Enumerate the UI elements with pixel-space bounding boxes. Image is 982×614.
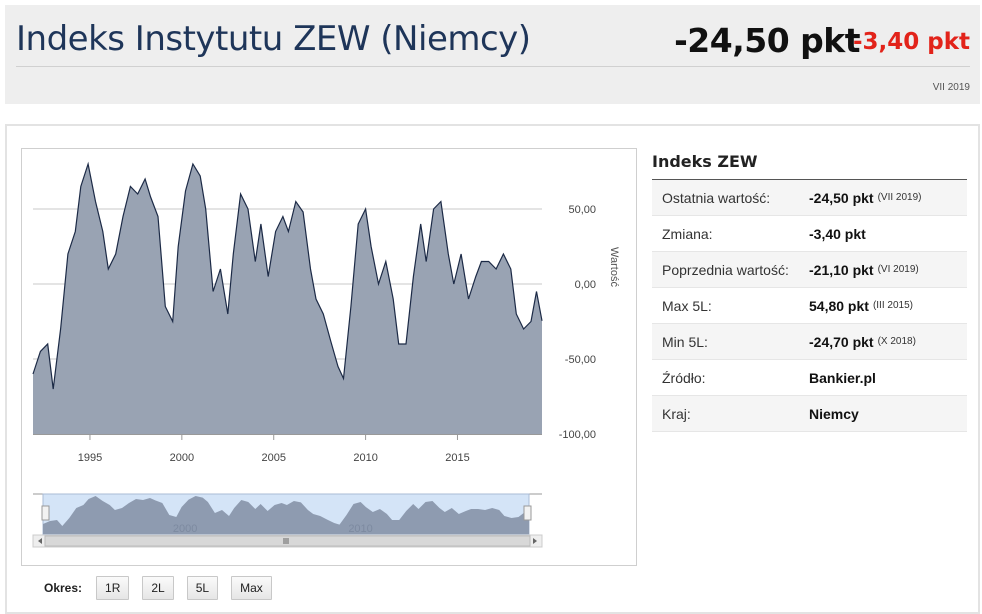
x-tick-label: 2000 (170, 452, 194, 464)
period-button-2l[interactable]: 2L (142, 576, 174, 600)
x-tick-label: 2005 (261, 452, 285, 464)
y-axis-title: Wartość (608, 247, 620, 287)
stats-label: Zmiana: (662, 225, 713, 242)
stats-row: Poprzednia wartość: -21,10 pkt (VI 2019) (652, 252, 967, 288)
stats-rows: Ostatnia wartość: -24,50 pkt (VII 2019) Zm… (652, 180, 967, 432)
content-panel: 50,00 0,00 -50,00 -100,00 Wartość 1995 2000 200… (5, 124, 980, 614)
stats-value: Bankier.pl (809, 369, 876, 386)
header-bar: Indeks Instytutu ZEW (Niemcy) -24,50 pkt… (5, 5, 980, 104)
navigator-label: 2010 (348, 523, 372, 535)
stats-row: Zmiana: -3,40 pkt (652, 216, 967, 252)
scroll-right-arrow-icon (533, 538, 537, 544)
stats-row: Kraj: Niemcy (652, 396, 967, 432)
stats-label: Poprzednia wartość: (662, 261, 789, 278)
stats-value: 54,80 pkt (809, 297, 869, 314)
stats-label: Ostatnia wartość: (662, 189, 771, 206)
x-tick-label: 2010 (353, 452, 377, 464)
y-tick-label: -50,00 (565, 354, 596, 366)
stats-label: Kraj: (662, 405, 691, 422)
period-button-5l[interactable]: 5L (186, 576, 219, 600)
scroll-left-arrow-icon (38, 538, 42, 544)
x-tick-label: 1995 (78, 452, 102, 464)
stats-row: Ostatnia wartość: -24,50 pkt (VII 2019) (652, 180, 967, 216)
chart-svg[interactable]: 50,00 0,00 -50,00 -100,00 Wartość 1995 2000 200… (22, 149, 638, 567)
stats-value: -21,10 pkt (809, 261, 874, 278)
chart-container[interactable]: 50,00 0,00 -50,00 -100,00 Wartość 1995 2000 200… (21, 148, 637, 566)
stats-value: -3,40 pkt (809, 225, 866, 242)
period-button-1r[interactable]: 1R (96, 576, 130, 600)
series-area (33, 164, 542, 434)
series-line (32, 161, 543, 390)
divider (16, 66, 970, 67)
scrollbar-grip-icon (283, 538, 289, 544)
stats-date: (X 2018) (877, 336, 916, 347)
stats-date: (III 2015) (872, 300, 913, 311)
navigator-series (43, 496, 529, 534)
stats-date: (VII 2019) (877, 192, 922, 203)
stats-title: Indeks ZEW (652, 150, 967, 180)
stats-date: (VI 2019) (877, 264, 919, 275)
stats-label: Min 5L: (662, 333, 708, 350)
period-selector: Okres: 1R 2L 5L Max (29, 576, 285, 600)
y-tick-label: 50,00 (568, 204, 596, 216)
stats-value: Niemcy (809, 405, 859, 422)
stats-row: Max 5L: 54,80 pkt (III 2015) (652, 288, 967, 324)
stats-value: -24,50 pkt (809, 189, 874, 206)
y-tick-label: -100,00 (559, 429, 596, 441)
stats-label: Źródło: (662, 369, 706, 386)
period-button-max[interactable]: Max (231, 576, 272, 600)
stats-table: Indeks ZEW Ostatnia wartość: -24,50 pkt (V… (652, 150, 967, 432)
period-selector-label: Okres: (44, 581, 83, 595)
x-tick-label: 2015 (445, 452, 469, 464)
navigator-handle-right (523, 505, 532, 521)
change-value: -3,40 pkt (852, 29, 970, 55)
y-tick-label: 0,00 (575, 279, 596, 291)
stats-row: Źródło: Bankier.pl (652, 360, 967, 396)
stats-value: -24,70 pkt (809, 333, 874, 350)
current-value: -24,50 pkt (674, 21, 860, 60)
stats-label: Max 5L: (662, 297, 712, 314)
navigator-label: 2000 (173, 523, 197, 535)
navigator-handle-left (41, 505, 50, 521)
period-label: VII 2019 (932, 82, 970, 93)
page-title: Indeks Instytutu ZEW (Niemcy) (16, 19, 531, 59)
stats-row: Min 5L: -24,70 pkt (X 2018) (652, 324, 967, 360)
